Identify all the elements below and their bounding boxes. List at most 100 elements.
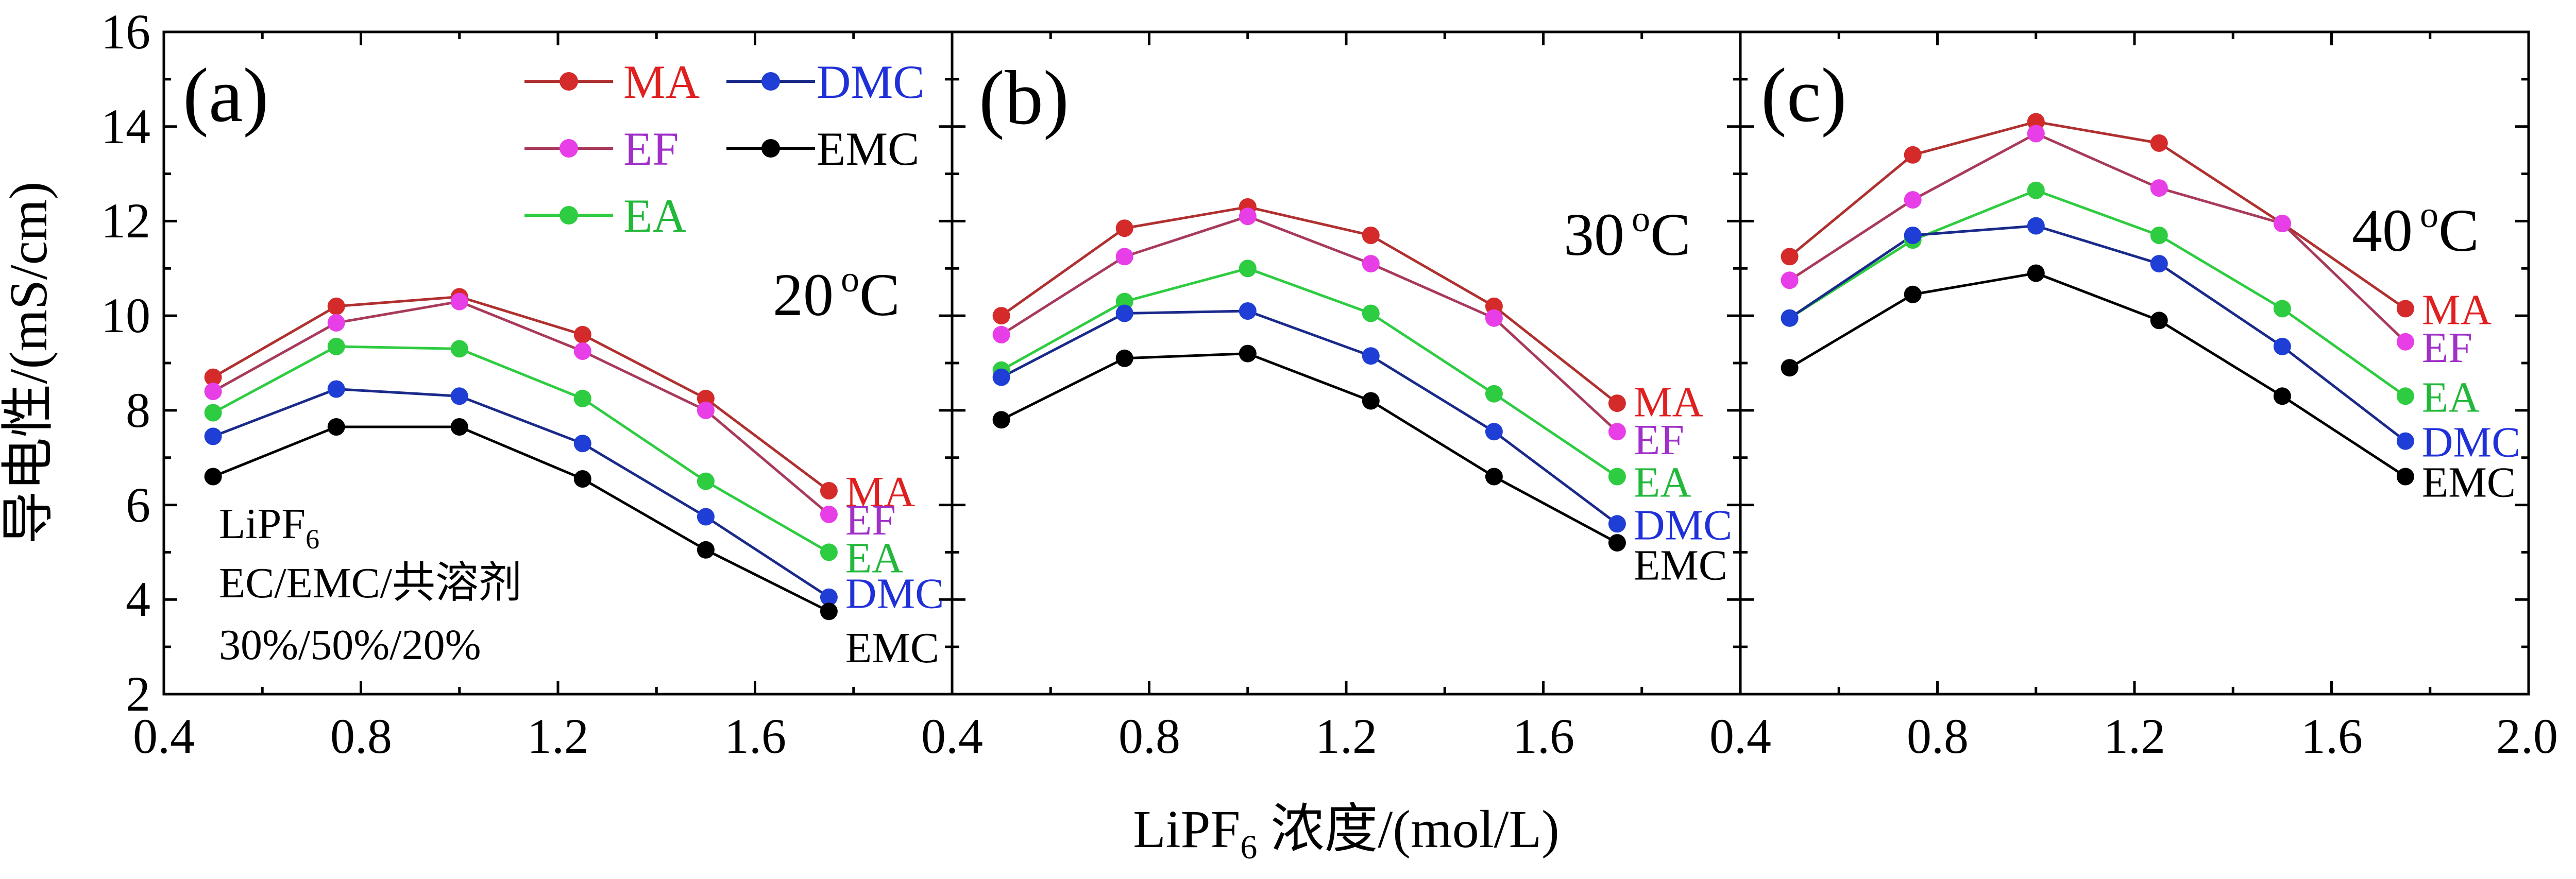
data-point-ea <box>204 404 222 422</box>
data-point-dmc <box>697 508 715 526</box>
x-axis-title-subscript: 6 <box>1240 829 1257 866</box>
data-point-ma <box>1362 227 1380 244</box>
x-tick-label: 2.0 <box>2496 709 2558 764</box>
x-tick-label: 1.6 <box>1513 709 1574 764</box>
data-point-dmc <box>1115 304 1133 322</box>
series-end-label-dmc: DMC <box>2422 419 2520 467</box>
data-point-ma <box>204 368 222 386</box>
note-line-salt: LiPF6 <box>219 500 319 555</box>
data-point-ef <box>2150 179 2168 197</box>
data-point-ma <box>1781 248 1799 266</box>
series-line-dmc <box>1001 309 1618 525</box>
data-point-ea <box>1608 468 1626 486</box>
legend-label-emc: EMC <box>817 123 919 175</box>
data-point-dmc <box>1781 309 1799 327</box>
data-point-dmc <box>1485 423 1503 441</box>
data-point-dmc <box>2027 217 2045 235</box>
panel-c-series <box>1781 113 2414 486</box>
data-point-ea <box>2150 227 2168 244</box>
series-end-label-ef: EF <box>2422 324 2472 372</box>
series-line-ma <box>1001 205 1618 405</box>
y-tick-label: 4 <box>126 572 150 627</box>
data-point-emc <box>204 468 222 486</box>
data-point-ea <box>573 389 591 407</box>
note-salt-main: LiPF <box>219 500 306 548</box>
legend-marker-emc <box>761 139 780 158</box>
series-line-emc <box>1001 352 1618 544</box>
legend-marker-ef <box>560 139 578 158</box>
data-point-emc <box>1485 468 1503 486</box>
series-line-dmc <box>212 387 830 598</box>
data-point-dmc <box>327 380 345 398</box>
data-point-ef <box>1362 255 1380 273</box>
x-tick-label: 0.8 <box>330 709 392 764</box>
degree-sup: o <box>841 258 859 300</box>
data-point-ef <box>1904 191 1922 209</box>
legend-marker-ea <box>560 206 578 225</box>
temperature-value: 40 <box>2352 197 2413 264</box>
legend-label-ef: EF <box>623 123 679 175</box>
legend-label-dmc: DMC <box>817 56 925 108</box>
data-point-emc <box>820 602 838 621</box>
data-point-ea <box>2027 181 2045 199</box>
series-end-label-ea: EA <box>1634 459 1691 507</box>
data-point-emc <box>1362 392 1380 410</box>
data-point-emc <box>1904 285 1922 303</box>
data-point-dmc <box>204 427 222 445</box>
data-point-ef <box>573 342 591 360</box>
series-line-ef <box>1001 215 1618 433</box>
composition-note: LiPF6 EC/EMC/共溶剂 30%/50%/20% <box>219 500 522 669</box>
data-point-dmc <box>820 588 838 606</box>
y-tick-label: 2 <box>126 666 150 721</box>
series-line-ef <box>1789 132 2406 343</box>
data-point-dmc <box>1608 515 1626 533</box>
series-line-ea <box>1789 189 2406 398</box>
data-point-ma <box>1115 219 1133 237</box>
x-tick-labels: 0.4 0.8 1.2 1.6 0.4 0.8 1.2 1.6 0.4 0.8 … <box>133 709 2558 764</box>
axis-ticks <box>162 30 2530 696</box>
temperature-labels: 20 oC 30 oC 40 oC <box>773 194 2479 329</box>
series-end-label-emc: EMC <box>1634 541 1727 589</box>
temperature-label-c: 40 oC <box>2352 194 2479 264</box>
y-tick-label: 12 <box>101 193 150 248</box>
x-axis-title-rest: 浓度/(mol/L) <box>1257 800 1559 859</box>
series-line-ma <box>1789 120 2406 310</box>
x-tick-label: 0.8 <box>1118 709 1180 764</box>
panel-a-series <box>204 288 838 621</box>
series-end-label-dmc: DMC <box>1634 501 1732 549</box>
data-point-emc <box>2273 387 2291 405</box>
data-point-ma <box>327 297 345 315</box>
chart-marks <box>204 113 2414 621</box>
temperature-unit: C <box>859 261 900 329</box>
x-axis-title-main: LiPF <box>1133 800 1240 859</box>
data-point-ma <box>1904 146 1922 164</box>
legend-marker-ma <box>560 72 578 91</box>
panel-c-frame <box>1739 30 2530 696</box>
data-point-dmc <box>1362 347 1380 365</box>
degree-sup: o <box>1632 198 1650 239</box>
y-axis-title: 导电性/(mS/cm) <box>0 182 58 545</box>
series-end-label-dmc: DMC <box>845 570 944 618</box>
note-line-ratio: 30%/50%/20% <box>219 621 481 669</box>
panel-b-frame <box>951 30 1742 696</box>
data-point-ef <box>820 505 838 523</box>
data-point-ef <box>450 292 468 311</box>
data-point-dmc <box>2273 337 2291 355</box>
panel-labels: (a) (b) (c) <box>183 53 1846 141</box>
data-point-ma <box>992 307 1010 325</box>
data-point-emc <box>327 418 345 436</box>
series-line-ea <box>1001 267 1618 478</box>
data-point-dmc <box>1239 302 1257 320</box>
x-tick-label: 0.4 <box>1709 709 1771 764</box>
data-point-ea <box>1362 304 1380 322</box>
data-point-ea <box>1239 260 1257 278</box>
data-point-ea <box>820 543 838 561</box>
data-point-ef <box>697 401 715 419</box>
data-point-emc <box>2150 312 2168 330</box>
y-tick-labels: 2 4 6 8 10 12 14 16 <box>101 4 150 721</box>
data-point-dmc <box>450 387 468 405</box>
y-tick-label: 8 <box>126 383 150 438</box>
x-tick-label: 0.4 <box>133 709 195 764</box>
data-point-emc <box>1608 534 1626 552</box>
